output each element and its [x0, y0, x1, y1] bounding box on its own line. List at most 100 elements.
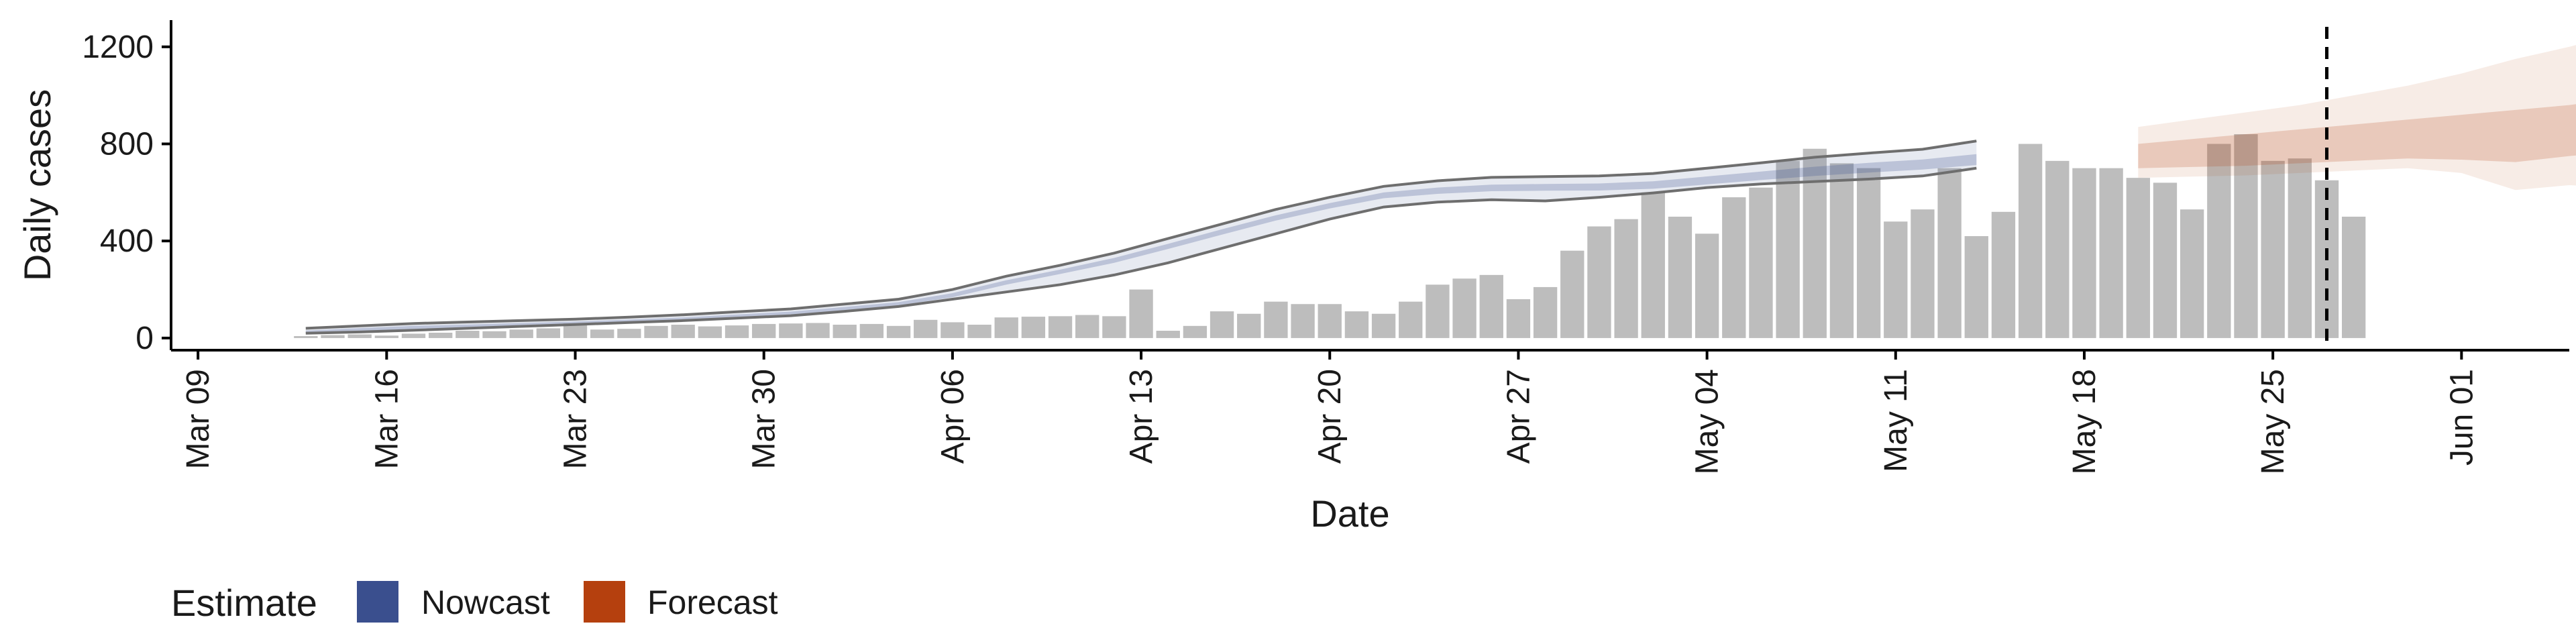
- observed-bar: [1776, 160, 1800, 338]
- observed-bar: [1614, 219, 1638, 338]
- observed-bar: [1371, 313, 1396, 338]
- y-tick-label: 800: [100, 127, 154, 162]
- nowcast-upper-line: [305, 140, 1977, 330]
- observed-bar: [2099, 168, 2123, 338]
- observed-bar: [536, 328, 561, 338]
- observed-bar: [1911, 209, 1935, 338]
- forecast-inner-band: [2138, 104, 2576, 168]
- observed-bar: [1829, 163, 1854, 338]
- observed-bar: [1452, 278, 1477, 338]
- observed-bar: [1991, 211, 2016, 338]
- y-tick-label: 400: [100, 223, 154, 259]
- x-tick-label: Mar 30: [747, 369, 782, 469]
- observed-bar: [1560, 250, 1585, 338]
- x-tick-label: Mar 23: [558, 369, 594, 469]
- legend-label-forecast: Forecast: [647, 584, 778, 621]
- observed-bar: [2180, 209, 2204, 338]
- x-tick-label: Apr 13: [1124, 369, 1159, 464]
- observed-bar: [644, 325, 668, 338]
- observed-bars: [294, 134, 2366, 338]
- y-tick-label: 0: [136, 321, 154, 356]
- observed-bar: [2288, 158, 2312, 338]
- legend-title: Estimate: [171, 582, 317, 624]
- observed-bar: [1641, 192, 1665, 338]
- observed-bar: [1506, 299, 1531, 338]
- x-tick-label: Apr 06: [935, 369, 971, 464]
- observed-bar: [2018, 144, 2043, 338]
- observed-bar: [2341, 217, 2366, 338]
- observed-bar: [779, 323, 803, 338]
- observed-bar: [482, 331, 506, 338]
- observed-bar: [1856, 168, 1881, 338]
- observed-bar: [347, 334, 372, 338]
- x-tick-label: May 18: [2067, 369, 2102, 474]
- observed-bar: [833, 325, 857, 338]
- observed-bar: [2261, 160, 2285, 338]
- observed-bar: [1075, 315, 1099, 338]
- observed-bar: [698, 326, 722, 338]
- observed-bar: [509, 329, 533, 338]
- observed-bar: [563, 323, 588, 338]
- observed-bar: [886, 325, 911, 338]
- observed-bar: [1237, 313, 1261, 338]
- observed-bar: [1937, 168, 1962, 338]
- observed-bar: [617, 329, 641, 338]
- observed-bar: [967, 325, 991, 338]
- observed-bar: [1210, 311, 1234, 338]
- observed-bar: [1695, 233, 1719, 338]
- x-tick-label: Jun 01: [2444, 369, 2479, 466]
- observed-bar: [1021, 317, 1046, 338]
- observed-bar: [941, 322, 965, 338]
- observed-bar: [1129, 289, 1153, 338]
- observed-bar: [1102, 316, 1126, 338]
- observed-bar: [1964, 235, 1988, 338]
- observed-bar: [1533, 286, 1558, 338]
- observed-bar: [1048, 316, 1073, 338]
- x-tick-label: Apr 20: [1312, 369, 1348, 464]
- nowcast-inner-band: [305, 154, 1977, 333]
- observed-bar: [321, 335, 345, 338]
- observed-bar: [994, 317, 1018, 338]
- legend-swatch-forecast: [584, 581, 625, 623]
- y-axis-label: Daily cases: [16, 89, 58, 281]
- observed-bar: [752, 323, 776, 338]
- observed-bar: [401, 333, 426, 338]
- observed-bar: [1479, 274, 1503, 338]
- observed-bar: [1426, 284, 1450, 338]
- observed-bar: [914, 319, 938, 338]
- observed-bar: [1183, 325, 1208, 338]
- observed-bar: [2072, 168, 2096, 338]
- axes: 0 400 800 1200 Mar 09 Mar 16 Mar 23 Mar 30 Apr 0…: [82, 20, 2569, 474]
- observed-bar: [724, 325, 749, 338]
- observed-bar: [1722, 197, 1746, 338]
- nowcast-layer: [305, 140, 1977, 335]
- y-tick-label: 1200: [82, 30, 154, 65]
- x-tick-label: May 04: [1690, 369, 1725, 474]
- observed-bar: [2045, 160, 2070, 338]
- observed-bar: [590, 329, 614, 338]
- observed-bar: [374, 335, 399, 338]
- observed-bar: [2207, 144, 2231, 338]
- observed-bar: [1884, 221, 1908, 338]
- observed-bar: [806, 323, 830, 338]
- x-tick-label: Mar 09: [180, 369, 216, 469]
- observed-bar: [1587, 226, 1611, 338]
- observed-bar: [1749, 187, 1773, 338]
- observed-bar: [1344, 311, 1369, 338]
- x-tick-label: Mar 16: [369, 369, 405, 469]
- x-tick-label: Apr 27: [1501, 369, 1536, 464]
- observed-bar: [1318, 304, 1342, 338]
- x-tick-label: May 11: [1878, 369, 1914, 472]
- observed-bar: [2153, 182, 2178, 338]
- observed-bar: [2234, 134, 2258, 338]
- observed-bar: [455, 331, 480, 338]
- x-tick-label: May 25: [2255, 369, 2291, 474]
- forecast-outer-band: [2138, 45, 2576, 191]
- x-axis-label: Date: [1310, 492, 1389, 535]
- observed-bar: [1399, 301, 1423, 338]
- observed-bar: [1156, 331, 1180, 338]
- observed-bar: [671, 325, 695, 338]
- nowcast-lower-line: [305, 166, 1977, 335]
- observed-bar: [1291, 304, 1315, 338]
